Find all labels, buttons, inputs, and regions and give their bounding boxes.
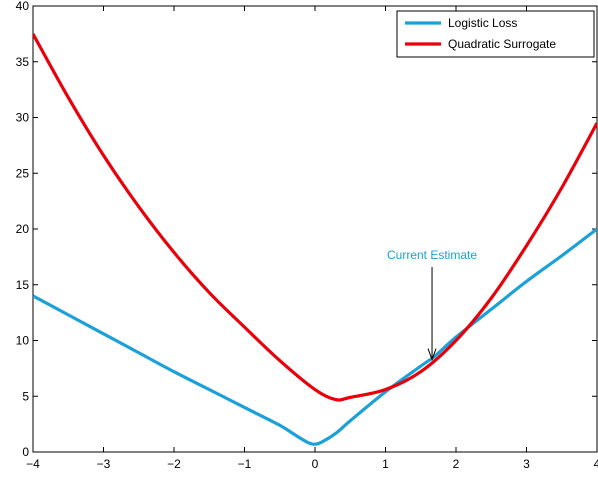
y-tick-label: 10 bbox=[16, 334, 30, 348]
annotation-arrowhead bbox=[427, 348, 437, 362]
series-line-quadratic-surrogate bbox=[33, 33, 597, 402]
x-tick-label: 2 bbox=[453, 457, 460, 471]
y-tick-label: 25 bbox=[16, 166, 30, 180]
x-tick-label: 1 bbox=[382, 457, 389, 471]
x-tick-label: 3 bbox=[523, 457, 530, 471]
x-tick-label: −1 bbox=[238, 457, 252, 471]
y-tick-label: 40 bbox=[16, 0, 30, 13]
y-tick-label: 15 bbox=[16, 278, 30, 292]
plot-area bbox=[32, 5, 598, 453]
x-tick-label: −2 bbox=[167, 457, 181, 471]
y-tick-label: 30 bbox=[16, 111, 30, 125]
y-tick-label: 5 bbox=[22, 389, 29, 403]
legend-label: Quadratic Surrogate bbox=[448, 37, 556, 51]
legend-box bbox=[396, 10, 595, 58]
x-tick-label: 0 bbox=[312, 457, 319, 471]
y-tick-label: 0 bbox=[22, 445, 29, 459]
x-tick-label: 4 bbox=[594, 457, 598, 471]
y-tick-label: 35 bbox=[16, 55, 30, 69]
x-tick-label: −4 bbox=[26, 457, 40, 471]
annotation-label: Current Estimate bbox=[387, 248, 477, 262]
legend-label: Logistic Loss bbox=[448, 16, 517, 30]
y-tick-label: 20 bbox=[16, 222, 30, 236]
x-tick-label: −3 bbox=[97, 457, 111, 471]
